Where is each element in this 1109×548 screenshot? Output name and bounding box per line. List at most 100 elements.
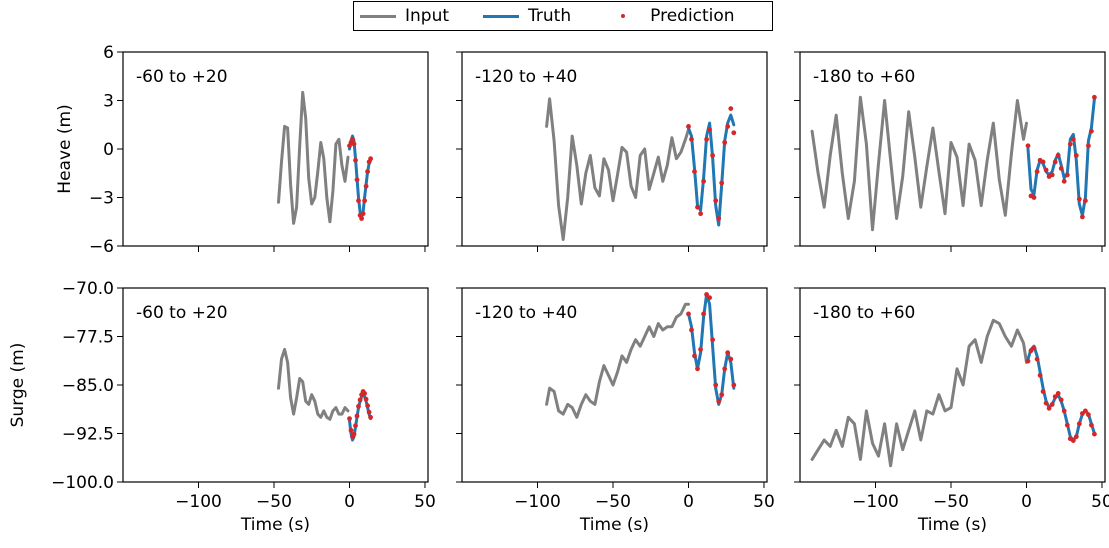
prediction-point xyxy=(357,397,363,403)
prediction-point xyxy=(1034,356,1040,362)
prediction-point xyxy=(1092,94,1097,100)
prediction-point xyxy=(1046,405,1052,411)
prediction-point xyxy=(362,391,367,396)
legend: Input Truth Prediction xyxy=(353,1,773,31)
prediction-point xyxy=(1073,153,1079,158)
prediction-point xyxy=(351,141,357,147)
input-line xyxy=(277,90,350,225)
prediction-point xyxy=(725,350,731,356)
prediction-point xyxy=(1031,345,1037,351)
prediction-point xyxy=(728,106,734,111)
prediction-point xyxy=(350,136,355,142)
prediction-point xyxy=(719,392,725,398)
prediction-point xyxy=(704,292,709,297)
prediction-point xyxy=(368,414,373,420)
x-tick-label: 0 xyxy=(1021,492,1032,512)
panel-annotation: -60 to +20 xyxy=(136,303,228,323)
x-tick-label: 50 xyxy=(414,492,436,512)
x-axis-label: Time (s) xyxy=(917,515,987,535)
prediction-point xyxy=(1058,397,1064,403)
subplot-0-1: -120 to +40 xyxy=(456,51,768,252)
prediction-point xyxy=(360,211,366,217)
prediction-point xyxy=(351,431,357,437)
prediction-point xyxy=(701,178,706,184)
legend-prediction-label: Prediction xyxy=(650,6,735,26)
prediction-point xyxy=(353,423,358,429)
prediction-point xyxy=(363,396,369,402)
prediction-point xyxy=(347,416,352,421)
legend-input-swatch xyxy=(360,14,396,18)
y-axis-label-surge: Surge (m) xyxy=(8,343,28,428)
y-tick-label: −6 xyxy=(89,237,114,257)
subplot-1-1: −100 −50 0 50 -120 to +40 Time (s) xyxy=(456,287,775,535)
subplot-1-0: −100 −50 0 50 −100.0 −92.5 −85.0 −77.5 −70.0 -60 … xyxy=(51,279,436,535)
x-tick-label: −50 xyxy=(933,492,969,512)
prediction-point xyxy=(728,356,734,362)
x-axis-label: Time (s) xyxy=(579,515,649,535)
prediction-point xyxy=(731,382,737,388)
x-axis-label: Time (s) xyxy=(240,515,310,535)
prediction-point xyxy=(716,216,722,221)
prediction-point xyxy=(1064,172,1070,178)
prediction-point xyxy=(1083,408,1088,414)
prediction-point xyxy=(686,311,691,317)
legend-prediction-swatch xyxy=(605,11,641,21)
prediction-point xyxy=(365,169,370,175)
input-line xyxy=(810,95,1028,232)
prediction-point xyxy=(716,398,722,404)
x-tick-label: 0 xyxy=(683,492,694,512)
prediction-point xyxy=(695,366,700,372)
truth-line xyxy=(687,293,736,406)
prediction-point xyxy=(710,337,715,343)
prediction-point xyxy=(1043,167,1049,173)
prediction-point xyxy=(1055,153,1061,158)
prediction-point xyxy=(348,427,354,433)
prediction-point xyxy=(1052,394,1058,399)
prediction-point xyxy=(719,180,725,186)
subplot-0-0: −6 −3 0 3 6 -60 to +20 xyxy=(89,43,429,257)
y-tick-label: 6 xyxy=(103,43,114,63)
prediction-point xyxy=(713,198,719,204)
prediction-point xyxy=(356,198,361,204)
prediction-point xyxy=(362,198,367,204)
truth-line xyxy=(687,113,736,227)
x-tick-label: −50 xyxy=(595,492,631,512)
prediction-point xyxy=(1092,431,1097,437)
input-line xyxy=(545,302,690,419)
y-tick-label: 3 xyxy=(103,92,114,112)
prediction-point xyxy=(1025,143,1031,149)
prediction-point xyxy=(725,124,731,129)
truth-line xyxy=(348,134,373,219)
prediction-point xyxy=(354,177,360,183)
prediction-point xyxy=(1037,372,1043,378)
prediction-point xyxy=(1040,159,1046,165)
prediction-point xyxy=(695,204,700,210)
prediction-point xyxy=(707,295,712,301)
x-tick-label: 0 xyxy=(344,492,355,512)
y-tick-label: −3 xyxy=(89,189,114,209)
subplot-1-2: −100 −50 0 50 -180 to +60 Time (s) xyxy=(794,287,1109,535)
input-line xyxy=(277,347,350,421)
prediction-point xyxy=(701,311,706,317)
panel-annotation: -120 to +40 xyxy=(475,303,577,323)
prediction-point xyxy=(1049,172,1055,178)
prediction-point xyxy=(1070,136,1076,142)
prediction-point xyxy=(1073,434,1079,440)
prediction-point xyxy=(692,169,697,175)
prediction-point xyxy=(710,153,715,158)
panel-annotation: -60 to +20 xyxy=(136,67,228,87)
input-line xyxy=(545,97,690,241)
x-tick-label: 50 xyxy=(753,492,775,512)
legend-input-label: Input xyxy=(405,6,450,26)
prediction-point xyxy=(1040,389,1046,394)
prediction-point xyxy=(1086,412,1091,418)
prediction-point xyxy=(1076,196,1082,202)
prediction-point xyxy=(1089,422,1094,428)
prediction-point xyxy=(1089,128,1094,134)
prediction-point xyxy=(359,216,364,221)
y-tick-label: −100.0 xyxy=(51,473,114,493)
y-tick-label: 0 xyxy=(103,140,114,160)
y-tick-label: −77.5 xyxy=(62,328,114,348)
prediction-point xyxy=(713,382,719,388)
prediction-point xyxy=(1080,214,1085,220)
